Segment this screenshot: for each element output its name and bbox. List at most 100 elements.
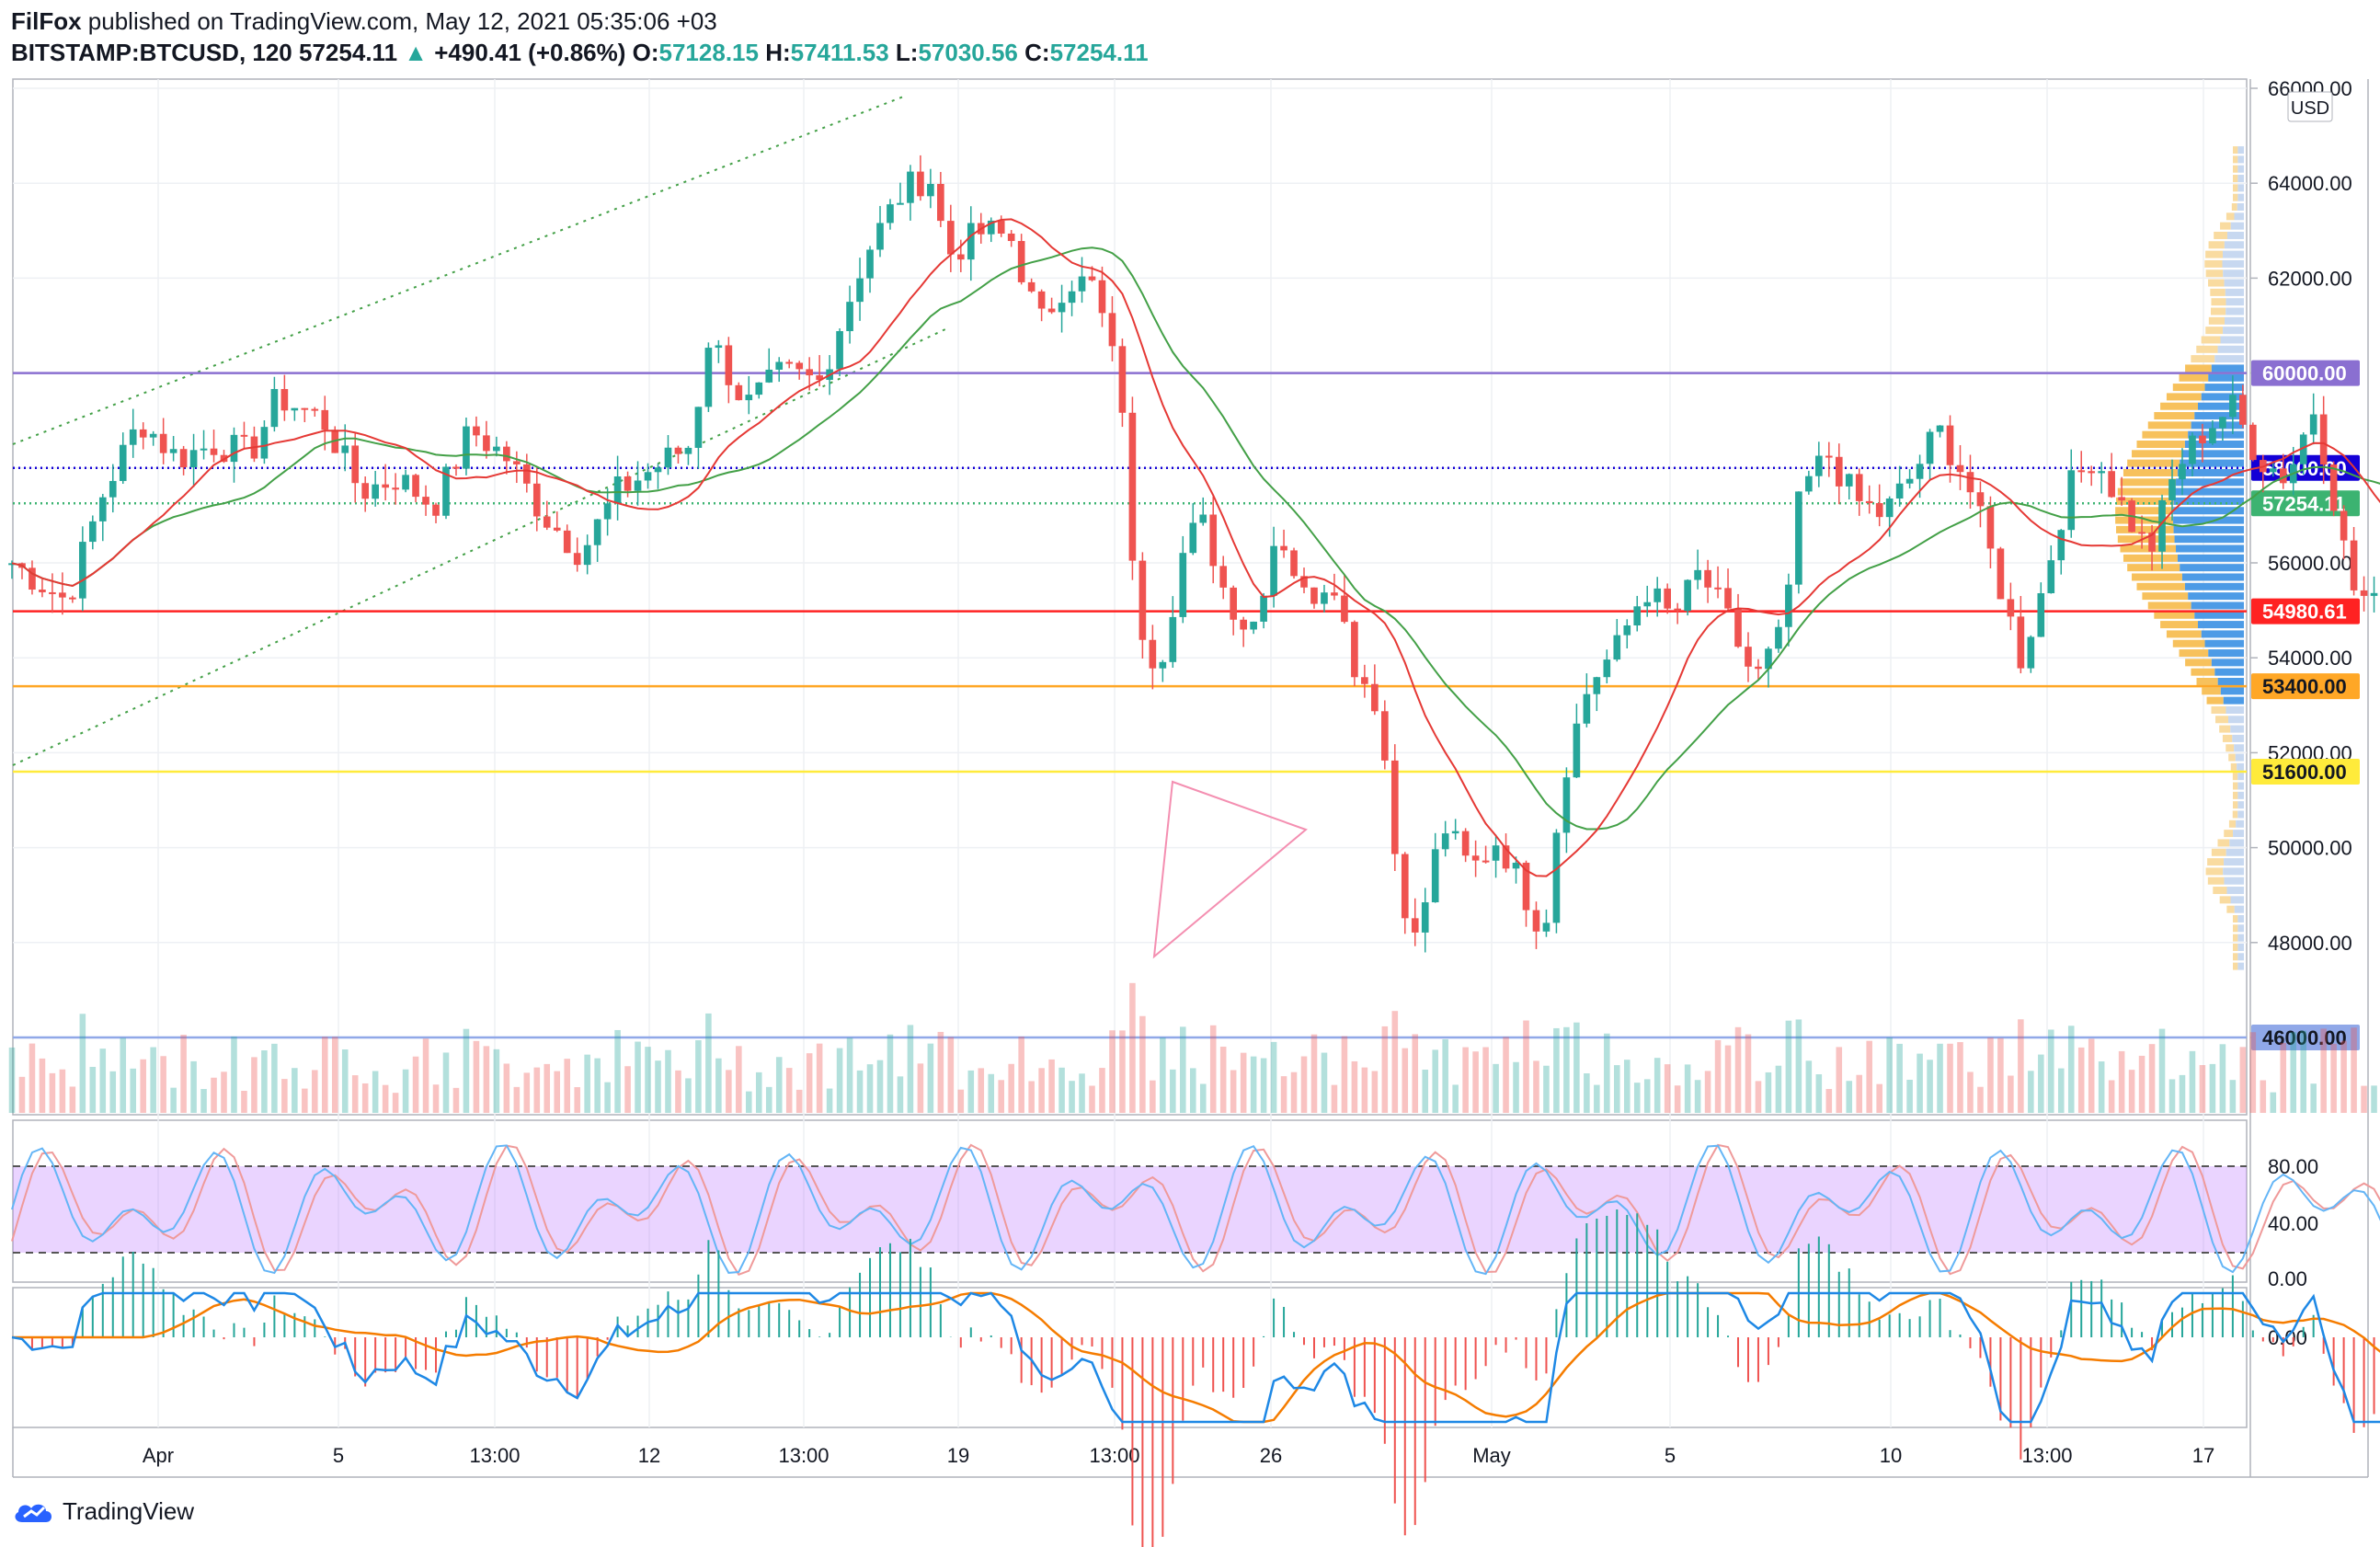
volume-bar: [1341, 1036, 1348, 1113]
macd-histogram-bar: [859, 1272, 862, 1337]
publisher-name[interactable]: FilFox: [11, 7, 82, 35]
volume-bar: [1977, 1086, 1984, 1113]
volume-profile-bar: [2210, 288, 2226, 296]
macd-histogram-bar: [1111, 1337, 1114, 1388]
macd-histogram-bar: [30, 1337, 33, 1350]
volume-bar: [2310, 1083, 2317, 1113]
volume-profile-bar: [2194, 611, 2244, 619]
volume-profile-bar: [2237, 193, 2244, 201]
macd-histogram-bar: [1777, 1337, 1779, 1347]
candle-body: [291, 407, 299, 411]
candle-body: [1017, 241, 1025, 282]
volume-profile-bar: [2226, 848, 2244, 856]
candle-body: [1946, 425, 1954, 465]
volume-bar: [39, 1058, 46, 1113]
candle-body: [1139, 560, 1147, 640]
macd-histogram-bar: [1393, 1337, 1396, 1504]
volume-bar: [1917, 1053, 1923, 1113]
macd-histogram-bar: [829, 1333, 831, 1337]
macd-histogram-bar: [1707, 1307, 1710, 1337]
macd-histogram-bar: [1232, 1337, 1235, 1398]
volume-bar: [1199, 1083, 1207, 1113]
volume-bar: [887, 1034, 894, 1113]
volume-bar: [1109, 1030, 1116, 1113]
volume-profile-bar: [2237, 155, 2244, 164]
volume-profile-bar: [2204, 259, 2223, 268]
close-value: 57254.11: [1049, 39, 1149, 66]
macd-histogram-bar: [1383, 1337, 1386, 1444]
candle-body: [1058, 303, 1066, 313]
volume-bar: [1584, 1073, 1590, 1113]
volume-bar: [584, 1054, 590, 1113]
candles: [8, 155, 2378, 953]
candle-body: [1421, 902, 1429, 933]
candle-body: [1240, 619, 1247, 630]
volume-profile-bar: [2217, 678, 2244, 685]
volume-bar: [1240, 1052, 1247, 1113]
volume-profile-bar: [2226, 905, 2235, 913]
macd-histogram-bar: [535, 1337, 538, 1372]
volume-profile-bar: [2147, 421, 2191, 430]
macd-histogram-bar: [1242, 1337, 1245, 1388]
macd-histogram-bar: [273, 1295, 276, 1337]
candle-body: [1169, 616, 1177, 662]
candle-body: [1068, 291, 1076, 304]
volume-profile-bar: [2179, 373, 2209, 382]
candle-body: [169, 449, 177, 453]
macd-histogram-bar: [1312, 1337, 1315, 1358]
volume-profile-bar: [2237, 962, 2244, 970]
volume-bar: [2371, 1085, 2377, 1113]
volume-profile-bar: [2205, 269, 2224, 278]
volume-bar: [826, 1088, 833, 1113]
candle-body: [2047, 560, 2055, 593]
macd-histogram-bar: [738, 1308, 740, 1337]
candle-body: [593, 519, 601, 545]
candle-body: [967, 223, 975, 260]
volume-profile-bar: [2237, 165, 2244, 173]
macd-histogram-bar: [354, 1337, 357, 1377]
volume-profile-bar: [2222, 734, 2233, 742]
volume-profile-bar: [2176, 544, 2244, 553]
candle-body: [1603, 659, 1611, 678]
macd-histogram-bar: [1222, 1337, 1225, 1392]
candle-body: [1633, 606, 1642, 626]
volume-bar: [200, 1089, 207, 1113]
volume-bar: [8, 1047, 16, 1113]
candle-body: [98, 497, 107, 521]
volume-bar: [795, 1089, 803, 1113]
candle-body: [1855, 474, 1863, 501]
candle-body: [2350, 540, 2358, 590]
volume-bar: [675, 1070, 681, 1113]
volume-bar: [1765, 1071, 1772, 1113]
price-tick-label: 64000.00: [2268, 172, 2352, 195]
volume-bar: [1189, 1068, 1196, 1113]
candle-body: [442, 466, 450, 516]
candle-body: [1431, 849, 1439, 903]
volume-bars: [8, 982, 2377, 1113]
volume-profile-bar: [2217, 345, 2244, 353]
volume-profile-bar: [2226, 307, 2244, 315]
candle-body: [79, 542, 86, 599]
time-tick-label: 13:00: [469, 1444, 520, 1467]
volume-bar: [1674, 1085, 1681, 1113]
volume-bar: [292, 1068, 298, 1113]
volume-bar: [765, 1086, 772, 1113]
candle-body: [483, 435, 490, 452]
volume-profile-bar: [2115, 516, 2174, 524]
volume-profile-bar: [2225, 316, 2244, 325]
candle-body: [200, 448, 208, 451]
macd-histogram-bar: [1273, 1298, 1276, 1337]
volume-profile: [2115, 146, 2244, 970]
macd-histogram-bar: [1535, 1337, 1538, 1381]
volume-profile-bar: [2233, 193, 2238, 201]
candle-body: [573, 553, 581, 566]
volume-bar: [1664, 1064, 1671, 1113]
macd-histogram-bar: [758, 1305, 761, 1337]
volume-profile-bar: [2196, 345, 2218, 353]
volume-profile-bar: [2115, 507, 2174, 515]
macd-histogram-bar: [435, 1337, 438, 1373]
volume-profile-bar: [2237, 762, 2244, 771]
volume-bar: [1219, 1047, 1227, 1113]
symbol-label[interactable]: BITSTAMP:BTCUSD, 120: [11, 39, 292, 66]
